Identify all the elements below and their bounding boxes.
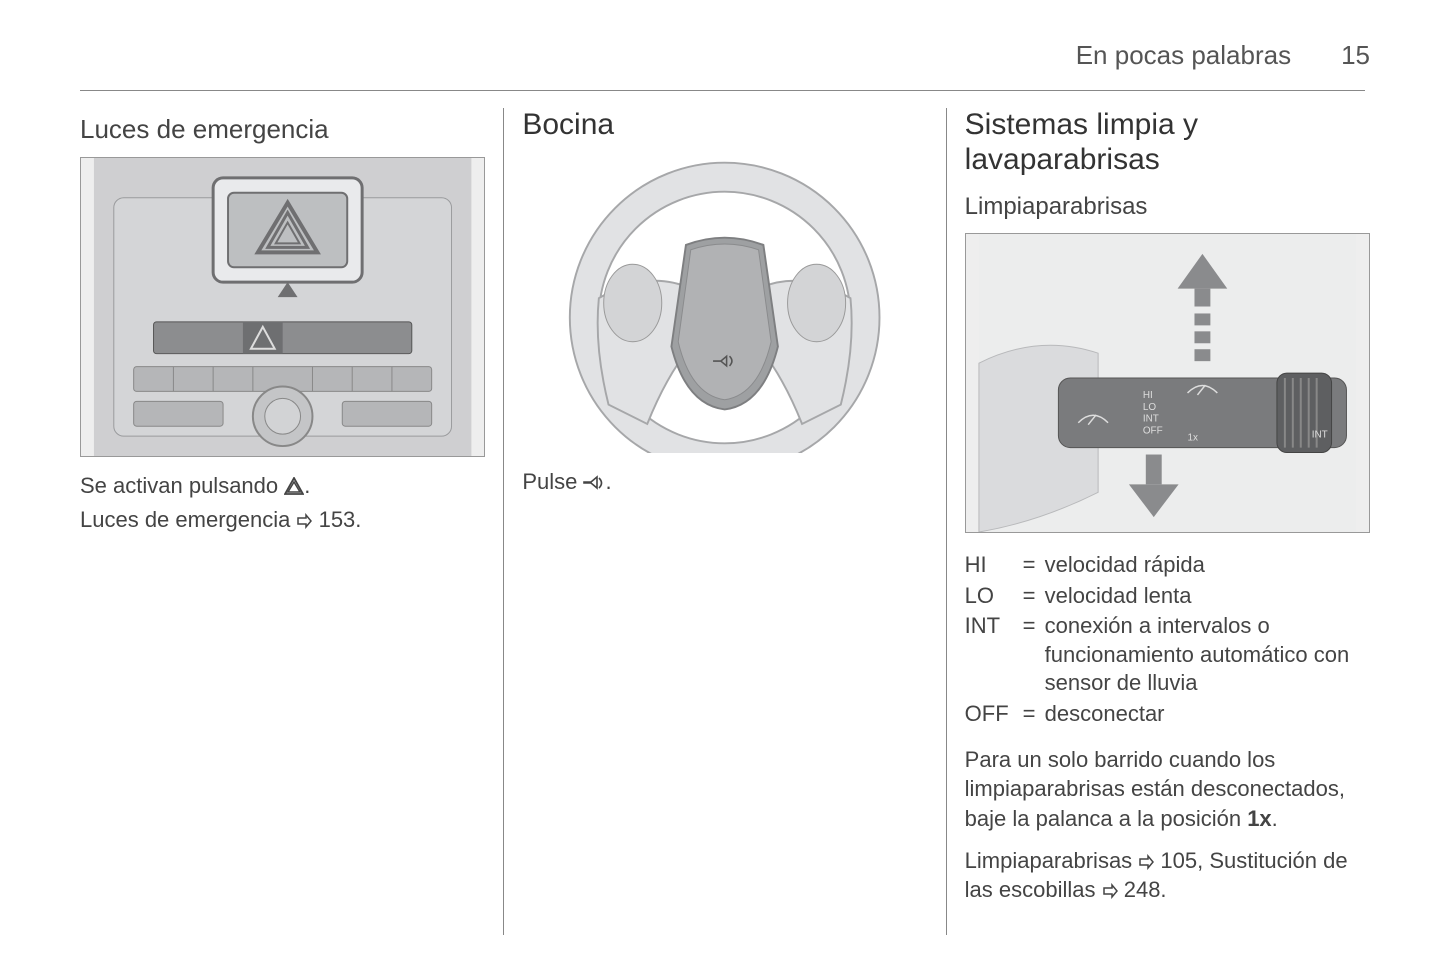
column-2: Bocina — [504, 108, 945, 935]
col1-line1-suffix: . — [304, 473, 310, 498]
def-key-hi: HI — [965, 551, 1023, 580]
page-header: En pocas palabras 15 — [1076, 40, 1370, 71]
steering-wheel-illustration — [522, 153, 927, 453]
def-eq: = — [1023, 700, 1045, 729]
page-ref-icon — [296, 513, 312, 529]
def-row: OFF = desconectar — [965, 700, 1370, 729]
figure-steering-wheel — [522, 153, 927, 453]
def-eq: = — [1023, 551, 1045, 580]
wiper-stalk-illustration: HI LO INT OFF 1x INT — [966, 234, 1369, 532]
column-3: Sistemas limpia y lavaparabrisas Limpiap… — [947, 108, 1370, 935]
wiper-definitions: HI = velocidad rápida LO = velocidad len… — [965, 551, 1370, 731]
stalk-label-1x: 1x — [1187, 433, 1198, 444]
col1-line2: Luces de emergencia 153. — [80, 505, 485, 535]
col3-para1: Para un solo barrido cuando los limpiapa… — [965, 745, 1370, 834]
def-key-int: INT — [965, 612, 1023, 698]
def-key-lo: LO — [965, 582, 1023, 611]
stalk-label-off: OFF — [1142, 426, 1162, 437]
col3-para1-bold: 1x — [1247, 806, 1271, 831]
hazard-triangle-icon — [284, 477, 304, 495]
def-row: HI = velocidad rápida — [965, 551, 1370, 580]
def-key-off: OFF — [965, 700, 1023, 729]
def-val-hi: velocidad rápida — [1045, 551, 1370, 580]
stalk-label-lo: LO — [1142, 402, 1156, 413]
col1-line1: Se activan pulsando . — [80, 471, 485, 501]
col2-line1-suffix: . — [605, 469, 611, 494]
def-val-off: desconectar — [1045, 700, 1370, 729]
col3-subheading: Limpiaparabrisas — [965, 193, 1370, 221]
col3-heading: Sistemas limpia y lavaparabrisas — [965, 108, 1370, 177]
def-val-int: conexión a intervalos o funcionamiento a… — [1045, 612, 1370, 698]
stalk-label-hi: HI — [1142, 390, 1152, 401]
col1-line2-prefix: Luces de emergencia — [80, 507, 296, 532]
figure-wiper-stalk: HI LO INT OFF 1x INT — [965, 233, 1370, 533]
page-number: 15 — [1341, 40, 1370, 71]
col3-para1-a: Para un solo barrido cuando los limpiapa… — [965, 747, 1345, 831]
col3-para2-a: Limpiaparabrisas — [965, 848, 1139, 873]
horn-icon — [583, 475, 605, 491]
hazard-lights-illustration — [81, 158, 484, 456]
header-rule — [80, 90, 1365, 91]
col3-para2: Limpiaparabrisas 105, Sustitución de las… — [965, 846, 1370, 905]
def-eq: = — [1023, 612, 1045, 698]
col1-line2-ref: 153. — [312, 507, 361, 532]
figure-hazard-lights — [80, 157, 485, 457]
col2-line1: Pulse . — [522, 467, 927, 497]
page-ref-icon — [1138, 854, 1154, 870]
col2-line1-prefix: Pulse — [522, 469, 583, 494]
col3-para1-b: . — [1272, 806, 1278, 831]
stalk-label-int: INT — [1142, 414, 1158, 425]
def-val-lo: velocidad lenta — [1045, 582, 1370, 611]
col3-para2-ref2: 248. — [1118, 877, 1167, 902]
col2-heading: Bocina — [522, 108, 927, 143]
col1-line1-prefix: Se activan pulsando — [80, 473, 284, 498]
def-row: LO = velocidad lenta — [965, 582, 1370, 611]
col3-para2-ref1: 105 — [1154, 848, 1197, 873]
header-title: En pocas palabras — [1076, 40, 1291, 71]
column-1: Luces de emergencia — [80, 108, 503, 935]
stalk-label-intcap: INT — [1311, 430, 1327, 441]
content-columns: Luces de emergencia — [80, 108, 1370, 935]
def-eq: = — [1023, 582, 1045, 611]
col1-heading: Luces de emergencia — [80, 114, 485, 145]
def-row: INT = conexión a intervalos o funcionami… — [965, 612, 1370, 698]
page-ref-icon — [1102, 883, 1118, 899]
